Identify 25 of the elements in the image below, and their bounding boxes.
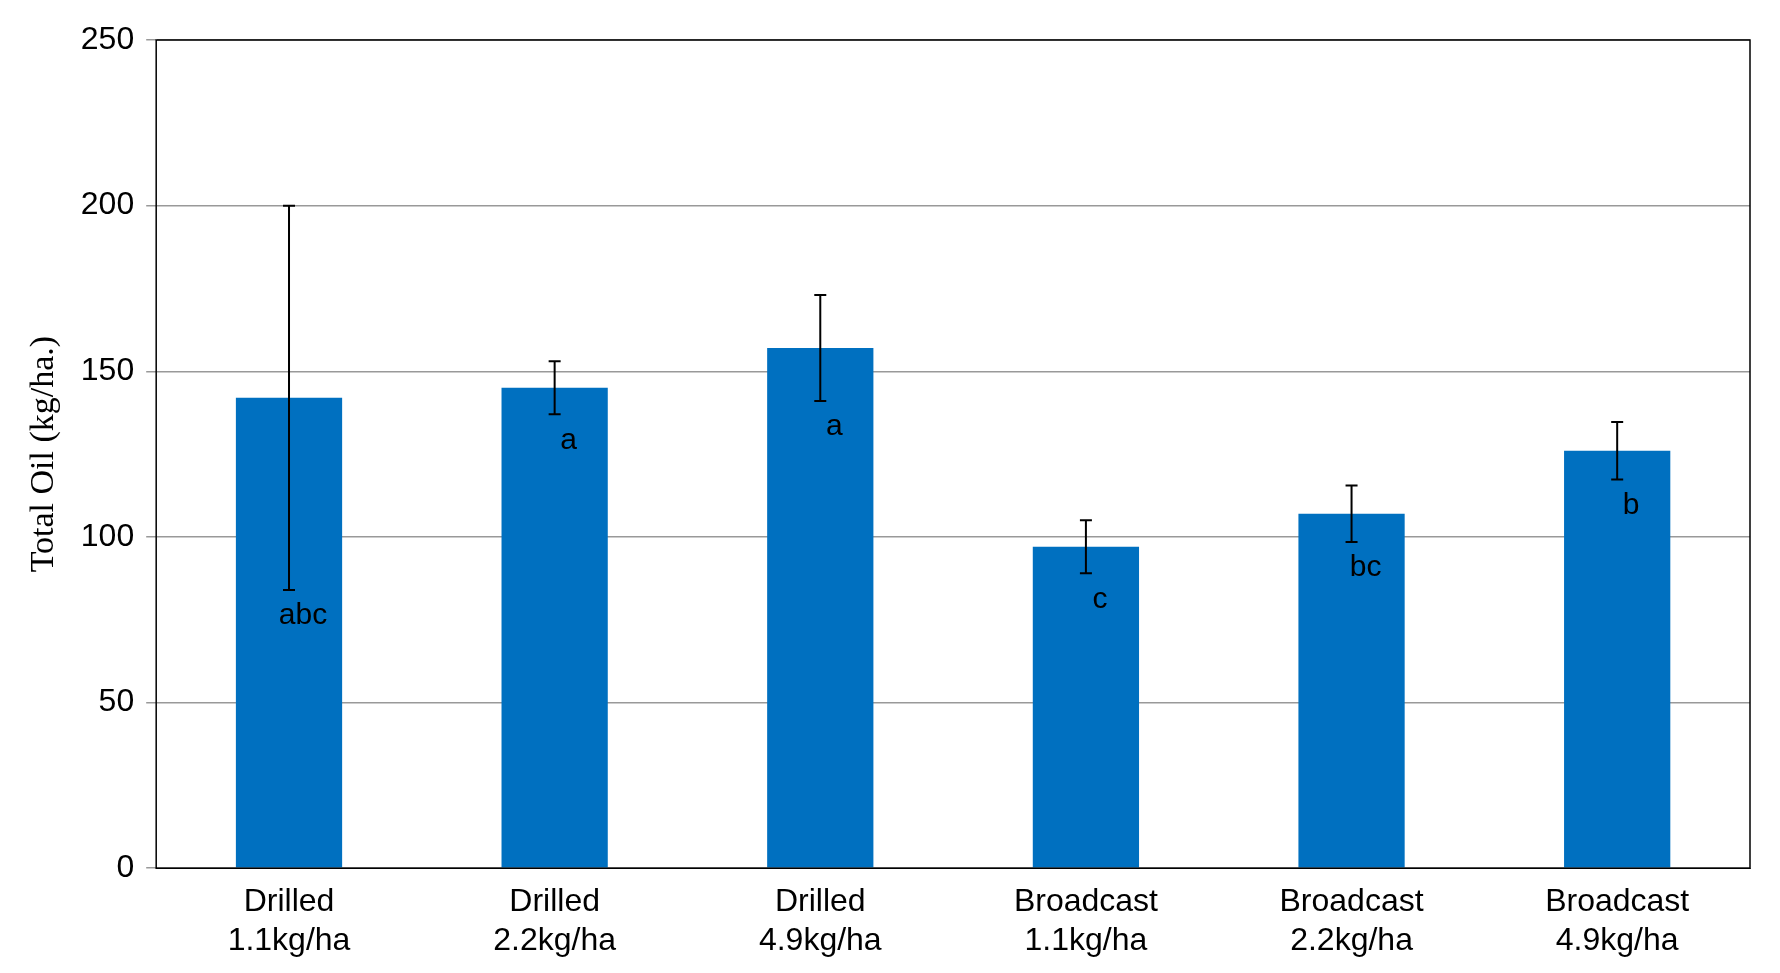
y-tick-label: 200 [80, 185, 135, 222]
x-tick-label: Drilled 2.2kg/ha [493, 882, 617, 957]
y-tick-label: 150 [80, 351, 135, 388]
bar [1564, 450, 1671, 868]
annotation: bc [1349, 549, 1382, 583]
annotation: a [560, 421, 578, 455]
y-tick-label: 250 [80, 19, 135, 56]
bar [1032, 546, 1140, 868]
x-tick-label: Drilled 1.1kg/ha [227, 882, 351, 957]
x-tick-label: Broadcast 4.9kg/ha [1545, 882, 1690, 957]
annotation: abc [278, 597, 328, 631]
x-tick-label: Broadcast 1.1kg/ha [1013, 882, 1159, 957]
y-tick-label: 0 [116, 848, 135, 885]
x-tick-label: Drilled 4.9kg/ha [758, 882, 882, 957]
bar [501, 387, 608, 868]
bar [767, 348, 874, 868]
y-tick-label: 100 [80, 516, 135, 553]
annotation: a [825, 408, 843, 442]
y-axis-title: Total Oil (kg/ha.) [23, 335, 62, 573]
annotation: c [1092, 580, 1108, 614]
y-tick-label: 50 [98, 682, 135, 719]
x-tick-label: Broadcast 2.2kg/ha [1279, 882, 1424, 957]
annotation: b [1622, 486, 1640, 520]
bar [235, 397, 343, 868]
bar [1298, 513, 1405, 868]
